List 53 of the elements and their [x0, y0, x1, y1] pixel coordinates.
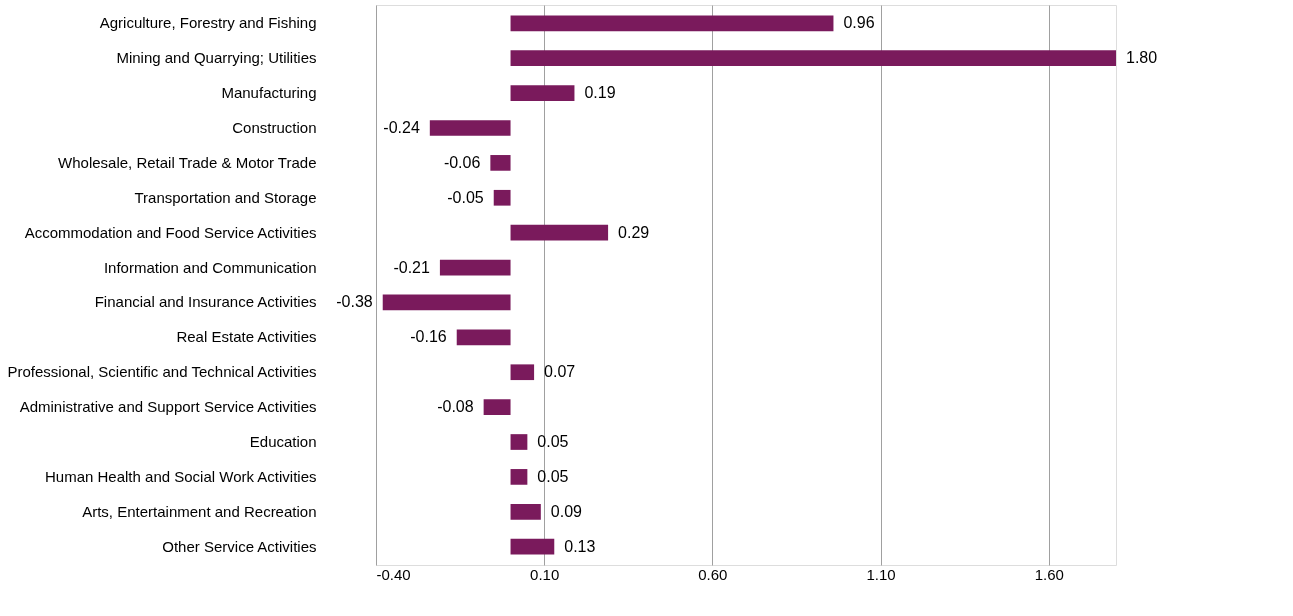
data-label: -0.21: [393, 258, 431, 276]
data-label: 0.19: [584, 84, 616, 102]
y-tick-label: Financial and Insurance Activities: [94, 293, 317, 311]
bar: [483, 399, 511, 415]
y-tick-label: Human Health and Social Work Activities: [44, 467, 317, 485]
y-tick-label: Administrative and Support Service Activities: [19, 398, 317, 416]
bar: [510, 538, 555, 555]
bar: [439, 259, 511, 276]
bar: [510, 503, 541, 520]
y-tick-label: Other Service Activities: [162, 537, 317, 555]
y-tick-label: Manufacturing: [221, 84, 317, 102]
y-tick-label: Real Estate Activities: [176, 328, 317, 346]
bar: [510, 469, 528, 485]
x-tick-label: 0.10: [530, 565, 560, 583]
bar: [510, 85, 575, 101]
data-label: 0.96: [843, 14, 875, 32]
bar: [510, 50, 1116, 67]
bar: [510, 434, 528, 450]
bar: [510, 224, 609, 241]
data-label: 0.09: [550, 502, 583, 520]
bar: [490, 155, 511, 171]
data-label: -0.06: [443, 153, 481, 171]
data-label: -0.05: [447, 188, 484, 206]
data-label: 0.13: [564, 537, 596, 555]
bar: [429, 120, 511, 136]
x-tick-label: 1.10: [866, 565, 896, 583]
data-label: 0.07: [544, 363, 576, 381]
data-label: -0.38: [336, 293, 373, 311]
y-tick-label: Accommodation and Food Service Activities: [24, 223, 317, 241]
bar: [510, 15, 834, 32]
data-label: 0.29: [618, 223, 650, 241]
y-tick-label: Wholesale, Retail Trade & Motor Trade: [58, 153, 317, 171]
bar: [382, 294, 511, 311]
data-label: 0.05: [537, 433, 569, 451]
data-label: 0.05: [537, 467, 569, 485]
bar: [510, 364, 535, 381]
data-label: -0.16: [410, 328, 447, 346]
x-tick-label: 1.60: [1034, 565, 1064, 583]
y-tick-label: Agriculture, Forestry and Fishing: [99, 14, 317, 32]
y-tick-label: Education: [249, 433, 317, 451]
y-tick-label: Arts, Entertainment and Recreation: [82, 502, 317, 520]
y-tick-label: Professional, Scientific and Technical Activities: [7, 363, 317, 381]
data-label: -0.08: [437, 398, 474, 416]
bar: [493, 189, 511, 206]
x-tick-label: -0.40: [376, 565, 411, 583]
y-tick-label: Construction: [232, 118, 317, 136]
y-tick-label: Transportation and Storage: [134, 188, 317, 206]
y-tick-label: Mining and Quarrying; Utilities: [116, 49, 317, 67]
bar: [456, 329, 511, 346]
y-tick-label: Information and Communication: [103, 258, 317, 276]
data-label: 1.80: [1126, 49, 1158, 67]
data-label: -0.24: [383, 118, 420, 136]
x-tick-label: 0.60: [698, 565, 728, 583]
